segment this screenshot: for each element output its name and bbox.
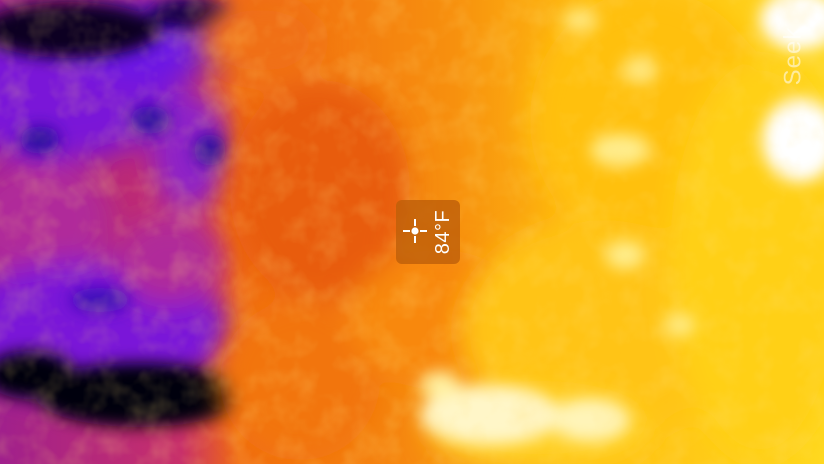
crosshair-icon	[403, 219, 427, 243]
spot-meter-readout: 84°F	[396, 200, 460, 264]
watermark-text: Seek	[779, 26, 807, 86]
temperature-readout: 84°F	[432, 204, 454, 260]
temperature-value: 84°F	[432, 209, 454, 255]
brand-watermark: Seek	[778, 6, 808, 106]
